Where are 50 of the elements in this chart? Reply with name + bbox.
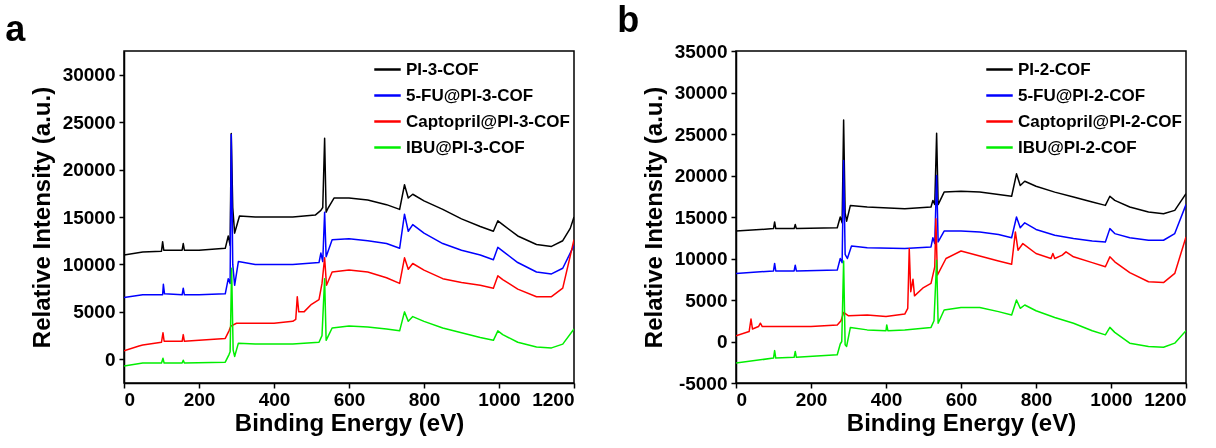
y-tick-label: 15000 (62, 206, 116, 228)
x-tick-label: 200 (183, 388, 216, 410)
y-tick-label: 5000 (73, 301, 116, 323)
legend-label: IBU@PI-3-COF (406, 137, 525, 157)
line-series (736, 259, 1186, 364)
y-tick-label: 30000 (674, 82, 728, 103)
x-tick-label: 1000 (478, 388, 521, 410)
y-tick-label: 0 (104, 348, 116, 370)
y-tick-label: 35000 (674, 40, 728, 62)
line-series (124, 239, 574, 352)
x-tick-label: 600 (945, 388, 978, 410)
y-tick-label: 10000 (674, 248, 728, 269)
y-tick-label: 20000 (62, 159, 116, 181)
y-tick-label: 5000 (685, 289, 728, 311)
x-tick-label: 400 (870, 388, 903, 410)
x-tick-label: 400 (258, 388, 291, 410)
legend-label: Captopril@PI-3-COF (406, 111, 570, 131)
line-series (736, 217, 1186, 337)
y-tick-label: -5000 (678, 372, 728, 394)
y-tick-label: 25000 (62, 111, 116, 133)
x-axis-title: Binding Energy (eV) (846, 408, 1077, 436)
x-tick-label: 600 (333, 388, 366, 410)
line-series (124, 133, 574, 299)
y-tick-label: 15000 (674, 206, 728, 228)
x-tick-label: 1000 (1090, 388, 1133, 410)
x-axis-title: Binding Energy (eV) (234, 408, 465, 436)
x-tick-label: 1200 (532, 388, 575, 410)
x-tick-label: 0 (124, 388, 136, 410)
x-tick-label: 1200 (1144, 388, 1187, 410)
legend-label: Captopril@PI-2-COF (1018, 111, 1182, 131)
y-tick-label: 25000 (674, 123, 728, 145)
x-tick-label: 200 (795, 388, 828, 410)
y-tick-label: 10000 (62, 253, 116, 275)
chart-title: b (617, 0, 640, 40)
legend-label: PI-3-COF (406, 59, 479, 79)
y-tick-label: 30000 (62, 64, 116, 86)
x-tick-label: 800 (1020, 388, 1053, 410)
line-series (124, 267, 574, 367)
y-tick-label: 20000 (674, 165, 728, 186)
x-tick-label: 800 (408, 388, 441, 410)
legend-label: 5-FU@PI-2-COF (1018, 85, 1146, 105)
x-tick-label: 0 (736, 388, 748, 410)
y-axis-title: Relative Intensity (a.u.) (639, 86, 667, 349)
y-tick-label: 0 (716, 331, 728, 352)
y-axis-title: Relative Intensity (a.u.) (27, 86, 55, 349)
legend-label: 5-FU@PI-3-COF (406, 85, 534, 105)
legend-label: PI-2-COF (1018, 59, 1091, 79)
chart-title: a (5, 8, 27, 49)
legend-label: IBU@PI-2-COF (1018, 137, 1137, 157)
line-series (736, 159, 1186, 275)
